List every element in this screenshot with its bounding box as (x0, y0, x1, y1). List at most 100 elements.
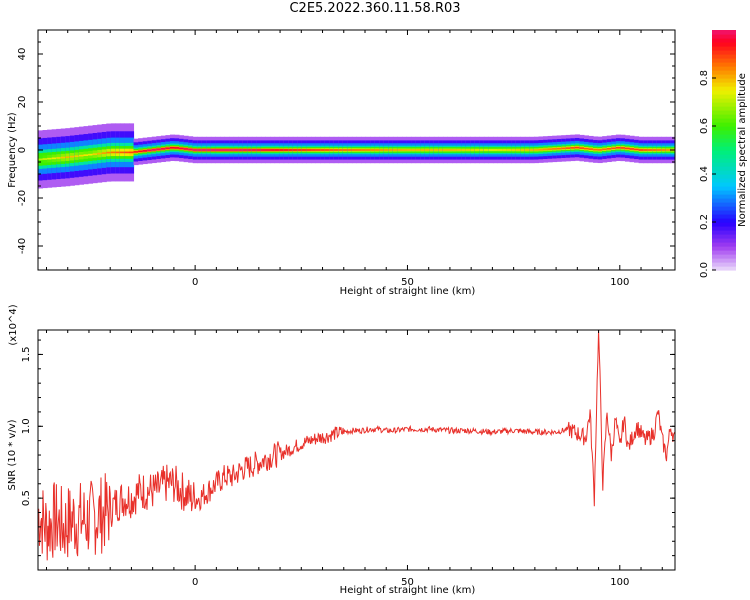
heatmap-cell (597, 149, 603, 151)
heatmap-cell (65, 156, 71, 159)
colorbar-tick-label: 0.4 (699, 166, 710, 182)
colorbar-swatch (712, 206, 736, 211)
heatmap-cell (192, 149, 198, 151)
heatmap-cell (351, 149, 357, 151)
colorbar-tick-label: 0.0 (699, 262, 710, 278)
heatmap-cell (383, 149, 389, 151)
heatmap-cell (329, 149, 335, 151)
heatmap-cell (374, 149, 380, 151)
heatmap-cell (169, 146, 175, 149)
heatmap-cell (119, 151, 125, 154)
heatmap-cell (160, 147, 166, 150)
colorbar-swatch (712, 110, 736, 115)
heatmap-cell (442, 149, 448, 151)
heatmap-cell (461, 149, 467, 151)
colorbar-swatch (712, 238, 736, 243)
x-tick-label: 50 (401, 577, 414, 588)
y-tick-label: -20 (17, 190, 28, 206)
colorbar-swatch (712, 186, 736, 191)
heatmap-cell (133, 151, 139, 153)
heatmap-cell (665, 149, 671, 151)
heatmap-cell (101, 152, 107, 154)
heatmap-cell (643, 149, 649, 151)
heatmap-cell (661, 149, 667, 151)
colorbar-swatch (712, 54, 736, 59)
colorbar-swatch (712, 190, 736, 195)
heatmap-cell (584, 147, 590, 150)
colorbar-swatch (712, 210, 736, 215)
colorbar-swatch (712, 202, 736, 207)
heatmap-cell (388, 149, 394, 151)
colorbar-swatch (712, 58, 736, 63)
heatmap-cell (147, 149, 153, 152)
x-tick-label: 100 (610, 277, 629, 288)
heatmap-cell (256, 149, 262, 151)
y-tick-label: 0 (17, 147, 28, 153)
heatmap-cell (106, 151, 112, 154)
heatmap-cell (215, 149, 221, 151)
colorbar-swatch (712, 74, 736, 79)
colorbar-swatch (712, 130, 736, 135)
heatmap-cell (402, 149, 408, 151)
colorbar-swatch (712, 150, 736, 155)
colorbar-swatch (712, 218, 736, 223)
colorbar-tick-label: 0.6 (699, 118, 710, 134)
x-tick-label: 0 (192, 277, 198, 288)
heatmap-cell (270, 149, 276, 151)
heatmap-cell (142, 150, 148, 152)
colorbar-swatch (712, 154, 736, 159)
colorbar-swatch (712, 62, 736, 67)
heatmap-cell (415, 149, 421, 151)
colorbar-swatch (712, 86, 736, 91)
heatmap-cells (38, 123, 676, 189)
x-axis-label: Height of straight line (km) (340, 286, 476, 297)
colorbar-swatch (712, 94, 736, 99)
heatmap-cell (406, 149, 412, 151)
heatmap-cell (470, 149, 476, 151)
y-tick-label: 1.5 (21, 346, 32, 362)
heatmap-cell (361, 149, 367, 151)
heatmap-cell (529, 149, 535, 151)
heatmap-cell (138, 150, 144, 153)
heatmap-cell (165, 147, 171, 150)
heatmap-cell (447, 149, 453, 151)
heatmap-cell (292, 149, 298, 151)
heatmap-cell (201, 149, 207, 151)
heatmap-cell (606, 147, 612, 150)
colorbar-swatch (712, 102, 736, 107)
colorbar-swatch (712, 134, 736, 139)
heatmap-cell (629, 148, 635, 150)
heatmap-cell (220, 149, 226, 151)
y-axis-label: SNR (10 * v/v) (7, 419, 18, 490)
heatmap-cell (474, 149, 480, 151)
heatmap-cell (88, 153, 94, 156)
heatmap-cell (543, 148, 549, 151)
colorbar-swatch (712, 198, 736, 203)
heatmap-cell (92, 153, 98, 155)
heatmap-cell (288, 149, 294, 151)
colorbar-swatch (712, 30, 736, 35)
colorbar-swatch (712, 90, 736, 95)
heatmap-cell (502, 149, 508, 151)
heatmap-cell (60, 156, 66, 159)
heatmap-cell (538, 148, 544, 151)
y-tick-label: 0.5 (21, 490, 32, 506)
colorbar-swatch (712, 46, 736, 51)
y-tick-label: 20 (17, 96, 28, 109)
heatmap-cell (565, 147, 571, 149)
heatmap-cell (279, 149, 285, 151)
heatmap-cell (547, 148, 553, 150)
heatmap-cell (74, 155, 80, 158)
colorbar-swatch (712, 226, 736, 231)
heatmap-cell (174, 147, 180, 149)
heatmap-cell (47, 157, 53, 160)
heatmap-cell (420, 149, 426, 151)
heatmap-cell (379, 149, 385, 151)
heatmap-cell (452, 149, 458, 151)
colorbar-swatch (712, 98, 736, 103)
heatmap-cell (42, 158, 48, 160)
colorbar-swatch (712, 258, 736, 263)
colorbar-swatch (712, 114, 736, 119)
colorbar-swatch (712, 194, 736, 199)
heatmap-cell (511, 149, 517, 151)
